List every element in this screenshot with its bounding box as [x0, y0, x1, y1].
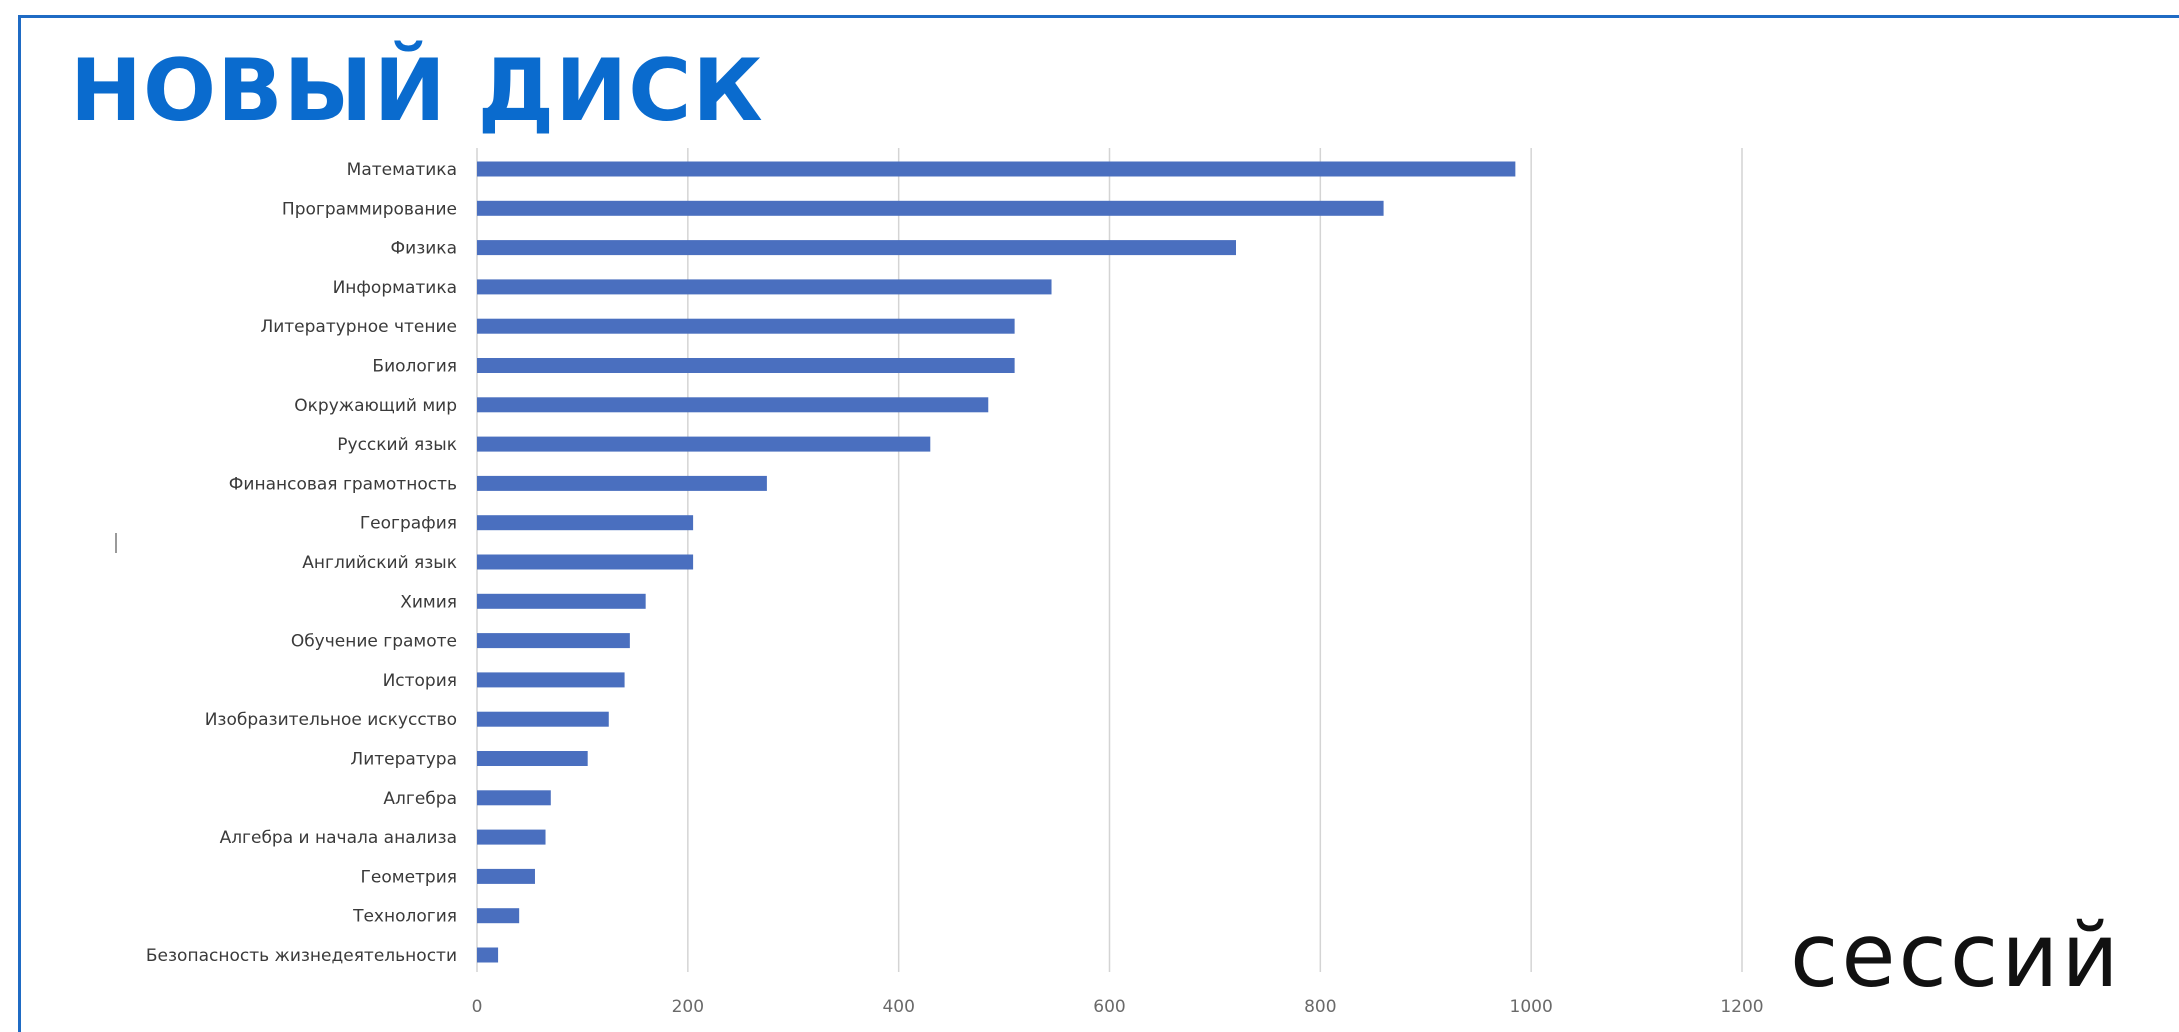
category-label-15: Литература — [350, 750, 457, 770]
slide-title: НОВЫЙ ДИСК — [70, 41, 764, 141]
bar-6 — [477, 397, 989, 413]
bar-18 — [477, 868, 535, 884]
category-label-10: Английский язык — [302, 553, 457, 573]
bar-5 — [477, 358, 1015, 373]
category-label-19: Технология — [352, 907, 457, 927]
tick-labels: 0 200 400 600 800 1000 1200 — [472, 997, 1764, 1017]
stray-mark — [115, 533, 117, 553]
bar-13 — [477, 672, 625, 688]
bar-3 — [477, 279, 1052, 295]
bar-4 — [477, 318, 1015, 334]
category-label-9: География — [360, 514, 457, 534]
bar-7 — [477, 436, 931, 452]
category-label-14: Изобразительное искусство — [205, 710, 457, 730]
category-labels: Математика Программирование Физика Информат… — [146, 160, 457, 966]
category-label-3: Информатика — [333, 278, 457, 298]
category-label-18: Геометрия — [361, 867, 457, 887]
bar-0 — [477, 161, 1516, 177]
bar-20 — [477, 947, 499, 963]
category-label-20: Безопасность жизнедеятельности — [146, 946, 457, 966]
category-label-8: Финансовая грамотность — [229, 474, 457, 494]
category-label-16: Алгебра — [383, 789, 457, 809]
category-label-2: Физика — [391, 239, 457, 259]
x-tick-label-1: 200 — [672, 997, 704, 1017]
category-label-4: Литературное чтение — [260, 317, 457, 337]
bar-19 — [477, 908, 520, 924]
bar-12 — [477, 633, 630, 649]
bar-17 — [477, 829, 546, 845]
bar-11 — [477, 593, 646, 609]
bar-9 — [477, 515, 694, 531]
category-label-5: Биология — [372, 357, 457, 377]
bar-1 — [477, 200, 1384, 216]
x-tick-label-3: 600 — [1093, 997, 1125, 1017]
category-label-6: Окружающий мир — [294, 396, 457, 416]
bar-16 — [477, 790, 551, 806]
x-tick-label-5: 1000 — [1510, 997, 1553, 1017]
category-label-1: Программирование — [282, 199, 457, 219]
slide-frame — [18, 15, 2179, 1032]
x-tick-label-0: 0 — [472, 997, 483, 1017]
x-tick-label-6: 1200 — [1720, 997, 1763, 1017]
bar-10 — [477, 554, 694, 570]
category-label-17: Алгебра и начала анализа — [220, 828, 457, 848]
bar-8 — [477, 475, 767, 491]
category-label-7: Русский язык — [337, 435, 457, 455]
x-tick-label-2: 400 — [882, 997, 914, 1017]
category-label-12: Обучение грамоте — [291, 632, 457, 652]
bar-15 — [477, 751, 588, 766]
category-label-0: Математика — [347, 160, 457, 180]
category-label-13: История — [383, 671, 457, 691]
bar-2 — [477, 240, 1236, 256]
bar-14 — [477, 711, 609, 727]
slide-subtitle: сессий — [1790, 904, 2122, 1007]
category-label-11: Химия — [400, 592, 457, 612]
x-tick-label-4: 800 — [1304, 997, 1336, 1017]
bars — [477, 161, 1516, 963]
